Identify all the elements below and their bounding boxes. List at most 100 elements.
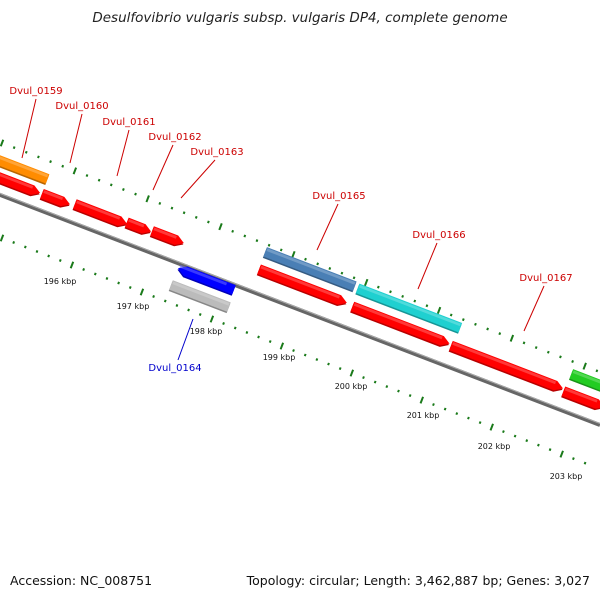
cds-arrow-0163: [149, 226, 184, 247]
outer-tick-mark: [122, 188, 125, 191]
inner-tick-mark: [279, 342, 285, 350]
cds-arrow-0166: [350, 301, 450, 347]
cds-arrow-0165: [256, 264, 347, 307]
outer-tick-mark: [134, 192, 137, 196]
outer-tick-mark: [522, 341, 526, 345]
genome-backbone-highlight: [0, 192, 600, 424]
gene-label[interactable]: Dvul_0167: [519, 273, 572, 284]
inner-tick-mark: [455, 412, 459, 416]
gene-leader-line: [152, 144, 174, 191]
outer-tick-mark: [97, 178, 101, 182]
outer-tick-mark: [436, 306, 442, 314]
genome-summary: Topology: circular; Length: 3,462,887 bp…: [246, 573, 590, 588]
inner-tick-mark: [175, 304, 179, 308]
cds-arrow-0162: [124, 217, 152, 235]
feature-highlight: [128, 218, 145, 228]
feature-highlight: [564, 387, 598, 403]
inner-tick-mark: [338, 367, 342, 371]
outer-tick-mark: [207, 220, 210, 224]
gene-label-layer: Dvul_0159 Dvul_0160 Dvul_0161 Dvul_0162 Dvul…: [9, 86, 572, 374]
outer-tick-mark: [474, 322, 477, 326]
gene-label[interactable]: Dvul_0160: [55, 101, 108, 112]
gene-label[interactable]: Dvul_0162: [148, 132, 201, 143]
outer-tick-mark: [425, 304, 429, 308]
feature-body: [177, 266, 236, 295]
inner-tick-mark: [419, 396, 424, 404]
kbp-scale-label: 201 kbp: [407, 411, 440, 420]
inner-tick-mark: [537, 443, 540, 447]
outer-tick-mark: [595, 369, 599, 373]
gene-label[interactable]: Dvul_0163: [190, 147, 243, 158]
feature-bar-0159: [0, 148, 50, 185]
outer-tick-mark: [413, 299, 417, 303]
outer-tick-mark: [24, 150, 28, 154]
inner-tick-mark: [373, 380, 377, 384]
outer-tick-mark: [376, 285, 380, 289]
inner-tick-mark: [478, 421, 482, 425]
inner-tick-mark: [327, 362, 330, 366]
gene-leader-line: [417, 242, 438, 290]
inner-tick-mark: [23, 245, 27, 249]
gene-label[interactable]: Dvul_0159: [9, 86, 62, 97]
inner-tick-mark: [303, 353, 307, 357]
kbp-scale-label: 196 kbp: [44, 277, 77, 286]
gene-leader-line: [69, 113, 83, 164]
gene-label[interactable]: Dvul_0164: [148, 363, 201, 374]
inner-tick-mark: [583, 461, 587, 465]
outer-tick-mark: [364, 278, 369, 287]
outer-tick-mark: [316, 262, 320, 266]
feature-highlight: [0, 169, 34, 189]
outer-tick-mark: [509, 334, 515, 342]
inner-tick-mark: [47, 254, 51, 258]
inner-tick-mark: [245, 331, 249, 335]
inner-tick-mark: [58, 259, 62, 262]
outer-tick-mark: [218, 223, 223, 231]
feature-highlight: [172, 281, 230, 306]
feature-highlight: [353, 303, 443, 340]
kbp-scale-label: 200 kbp: [335, 382, 368, 391]
gene-leader-line: [316, 203, 339, 251]
outer-tick-mark: [37, 155, 40, 159]
inner-tick-mark: [117, 281, 120, 285]
feature-highlight: [452, 342, 557, 385]
cds-arrow-0164: [177, 264, 236, 296]
outer-tick-mark: [304, 257, 307, 261]
outer-tick-mark: [328, 267, 332, 271]
feature-track: [0, 148, 600, 411]
gc-tick-track: [0, 139, 599, 465]
cds-arrow-0167: [448, 340, 564, 392]
cds-arrow-0159: [0, 168, 41, 197]
cds-arrow-0160: [39, 188, 71, 208]
gene-label[interactable]: Dvul_0161: [102, 117, 155, 128]
feature-bar-0165: [262, 247, 357, 293]
inner-tick-mark: [315, 358, 319, 362]
outer-tick-mark: [231, 229, 235, 233]
gene-leader-line: [180, 159, 216, 199]
inner-tick-mark: [128, 286, 132, 290]
outer-tick-mark: [145, 195, 150, 203]
outer-tick-mark: [255, 239, 259, 243]
feature-highlight: [43, 190, 64, 200]
inner-tick-mark: [209, 315, 215, 323]
inner-tick-mark: [408, 394, 412, 398]
inner-tick-mark: [163, 299, 167, 303]
gene-leader-line: [116, 129, 130, 177]
inner-tick-mark: [222, 322, 225, 326]
cds-arrow-0161: [72, 199, 128, 228]
inner-tick-mark: [69, 261, 75, 269]
outer-tick-mark: [109, 183, 113, 187]
inner-tick-mark: [268, 340, 272, 344]
feature-bar-0164: [168, 280, 231, 314]
kbp-scale-label: 197 kbp: [117, 302, 150, 311]
inner-tick-mark: [152, 295, 155, 299]
gene-leader-line: [177, 318, 194, 361]
outer-tick-mark: [12, 146, 16, 150]
kbp-scale-label: 202 kbp: [478, 442, 511, 451]
gene-label[interactable]: Dvul_0166: [412, 230, 465, 241]
kbp-scale-label: 203 kbp: [550, 472, 583, 481]
outer-tick-mark: [461, 318, 465, 322]
gene-label[interactable]: Dvul_0165: [312, 191, 365, 202]
feature-highlight: [0, 149, 49, 178]
outer-tick-mark: [267, 243, 271, 247]
